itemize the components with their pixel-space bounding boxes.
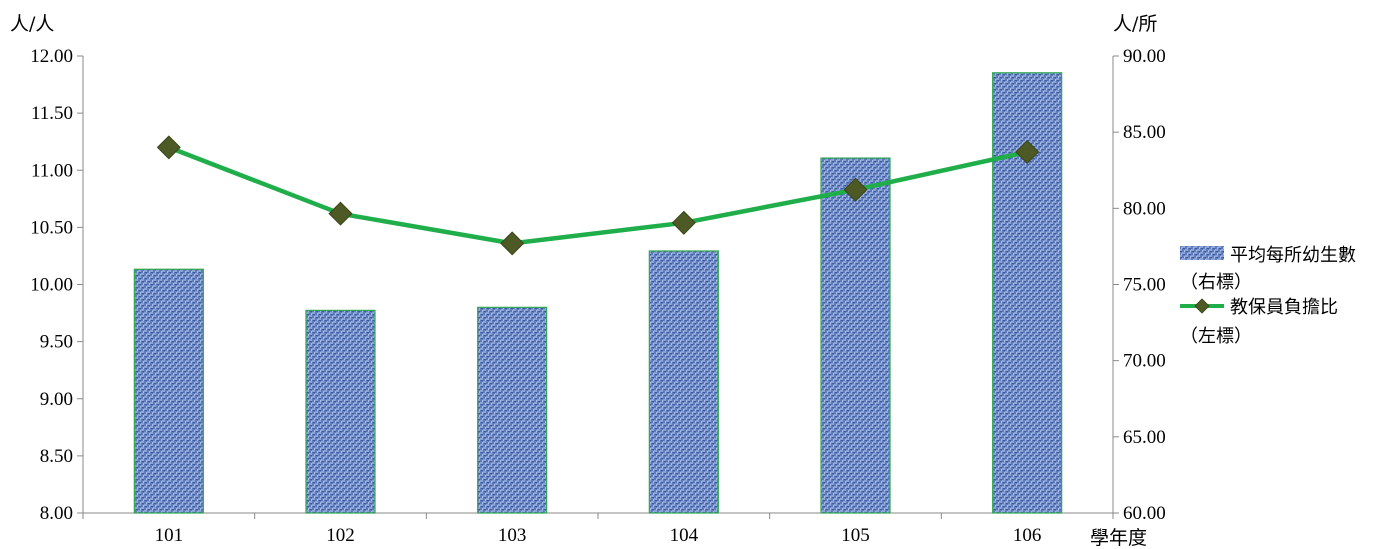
legend-bar-swatch bbox=[1180, 246, 1224, 260]
axes bbox=[82, 56, 1114, 514]
legend: 平均每所幼生數 （右標） 教保員負擔比 （左標） bbox=[1180, 245, 1356, 347]
left-tick-label: 12.00 bbox=[30, 46, 73, 67]
line-point bbox=[843, 177, 868, 202]
line-series bbox=[156, 135, 1040, 256]
legend-line-marker bbox=[1194, 298, 1210, 314]
left-tick-label: 11.50 bbox=[31, 103, 73, 124]
bar bbox=[648, 250, 719, 514]
x-tick-label: 101 bbox=[155, 525, 184, 546]
x-tick-label: 105 bbox=[841, 525, 870, 546]
legend-line-label-line1: 教保員負擔比 bbox=[1230, 297, 1338, 318]
right-tick-label: 90.00 bbox=[1123, 46, 1166, 67]
x-axis-label: 學年度 bbox=[1090, 527, 1147, 549]
legend-line-label-line2: （左標） bbox=[1180, 326, 1252, 347]
line-point bbox=[156, 135, 181, 160]
left-tick-label: 9.50 bbox=[40, 332, 73, 353]
bar bbox=[477, 306, 548, 514]
line-point bbox=[1015, 139, 1040, 164]
x-tick-label: 104 bbox=[670, 525, 699, 546]
left-tick-label: 8.50 bbox=[40, 446, 73, 467]
bar bbox=[992, 72, 1063, 514]
x-axis-ticks: 101 102 103 104 105 106 bbox=[82, 513, 1114, 546]
left-tick-label: 10.50 bbox=[30, 217, 73, 238]
left-tick-label: 11.00 bbox=[31, 160, 73, 181]
line-point bbox=[671, 210, 696, 235]
legend-bar-label-line2: （右標） bbox=[1180, 272, 1252, 293]
line-path bbox=[168, 145, 1028, 246]
line-point bbox=[328, 201, 353, 226]
line-point bbox=[500, 231, 525, 256]
bar-series bbox=[133, 72, 1063, 514]
left-axis-ticks: 8.00 8.50 9.00 9.50 10.00 10.50 11.00 11.50 12.0… bbox=[30, 46, 83, 524]
left-axis-unit: 人/人 bbox=[10, 13, 54, 35]
bar bbox=[305, 309, 376, 514]
right-tick-label: 65.00 bbox=[1123, 427, 1166, 448]
right-axis-unit: 人/所 bbox=[1113, 13, 1157, 35]
right-tick-label: 70.00 bbox=[1123, 351, 1166, 372]
bar bbox=[820, 157, 891, 514]
left-tick-label: 9.00 bbox=[40, 389, 73, 410]
right-tick-label: 80.00 bbox=[1123, 198, 1166, 219]
right-tick-label: 75.00 bbox=[1123, 275, 1166, 296]
x-tick-label: 102 bbox=[326, 525, 355, 546]
x-tick-label: 106 bbox=[1013, 525, 1042, 546]
bar bbox=[133, 268, 204, 514]
left-tick-label: 8.00 bbox=[40, 503, 73, 524]
right-tick-label: 60.00 bbox=[1123, 503, 1166, 524]
right-axis-ticks: 60.00 65.00 70.00 75.00 80.00 85.00 90.00 bbox=[1113, 46, 1166, 524]
left-tick-label: 10.00 bbox=[30, 275, 73, 296]
x-tick-label: 103 bbox=[498, 525, 527, 546]
legend-bar-label-line1: 平均每所幼生數 bbox=[1230, 245, 1356, 266]
right-tick-label: 85.00 bbox=[1123, 122, 1166, 143]
